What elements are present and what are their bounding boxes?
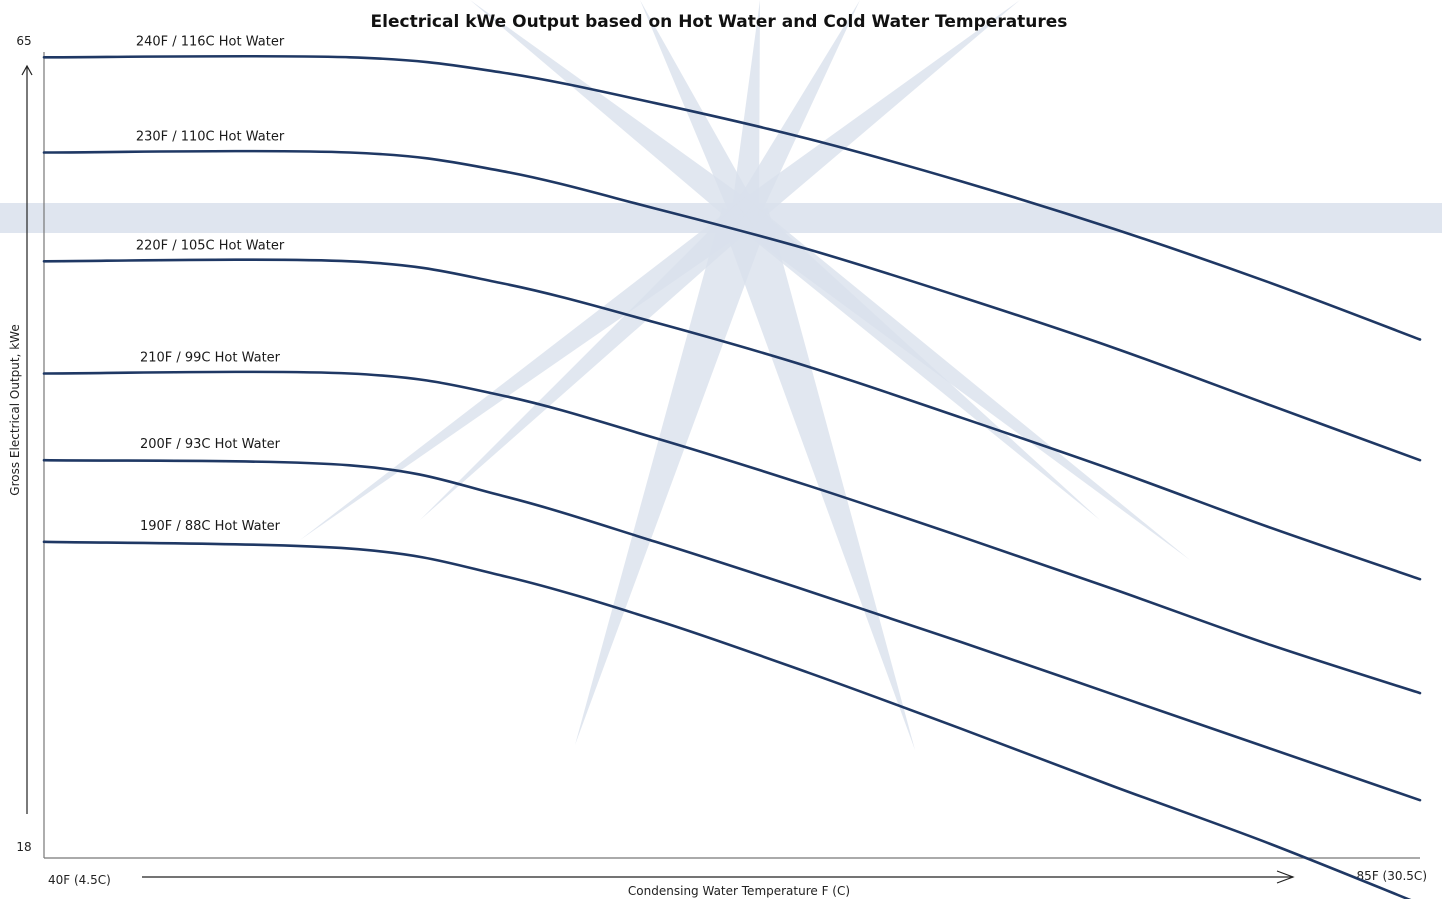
x-axis-label: Condensing Water Temperature F (C): [628, 884, 850, 898]
series-line-1: [42, 149, 1422, 462]
y-tick-label-min: 18: [16, 840, 31, 854]
series-label-0: 240F / 116C Hot Water: [136, 34, 285, 49]
y-axis-arrow: [21, 64, 33, 814]
x-axis-arrow: [142, 870, 1295, 884]
y-tick-label-max: 65: [16, 34, 31, 48]
series-label-1: 230F / 110C Hot Water: [136, 130, 285, 145]
y-axis-label: Gross Electrical Output, kWe: [8, 324, 22, 495]
x-tick-label-min: 40F (4.5C): [48, 873, 111, 887]
series-label-5: 190F / 88C Hot Water: [140, 519, 281, 534]
chart-title: Electrical kWe Output based on Hot Water…: [371, 12, 1068, 32]
series-line-3: [42, 370, 1422, 695]
series-label-4: 200F / 93C Hot Water: [140, 437, 281, 452]
series-line-2: [42, 258, 1422, 581]
axes: [43, 52, 1420, 859]
series-line-5: [42, 540, 1412, 899]
series-label-3: 210F / 99C Hot Water: [140, 351, 281, 366]
star-watermark-logo: [0, 0, 1442, 750]
series-layer: 240F / 116C Hot Water 230F / 110C Hot Wat…: [42, 34, 1422, 899]
x-tick-label-max: 85F (30.5C): [1357, 869, 1427, 883]
series-line-0: [42, 54, 1422, 341]
series-label-2: 220F / 105C Hot Water: [136, 238, 285, 253]
series-line-4: [42, 458, 1422, 802]
